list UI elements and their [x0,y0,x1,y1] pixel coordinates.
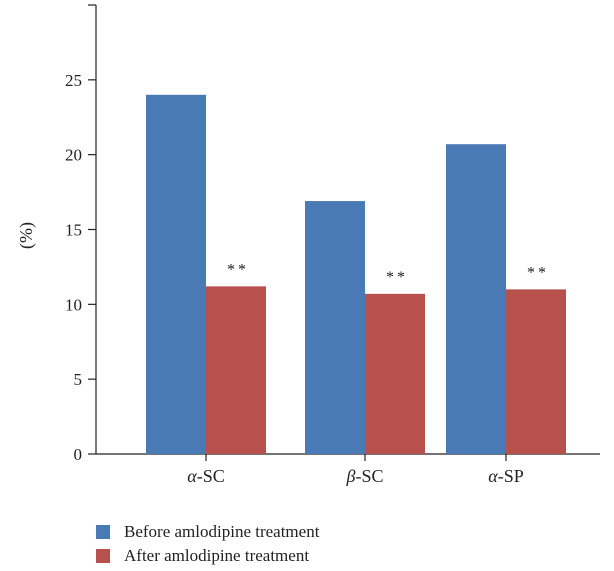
legend-swatch-before [96,525,110,539]
y-tick-label: 15 [65,221,82,240]
bar-before-alpha-sp [446,144,506,454]
labels: ** α-SC ** β-SC ** α-SP [187,261,549,486]
y-tick-label: 20 [65,146,82,165]
legend-swatch-after [96,549,110,563]
significance-marker: ** [227,261,249,278]
y-tick-label: 10 [65,295,82,314]
y-tick-label: 0 [74,445,83,464]
legend-item-before: Before amlodipine treatment [96,520,319,544]
x-tick-label-beta-sc: β-SC [346,466,384,486]
bar-before-alpha-sc [146,94,206,455]
legend-label-after: After amlodipine treatment [124,546,310,565]
significance-marker: ** [527,264,549,281]
bar-after-alpha-sp [506,289,566,454]
y-axis-label: (%) [16,222,37,249]
x-tick-label-alpha-sp: α-SP [488,466,523,486]
bar-before-beta-sc [305,201,365,454]
bar-chart: 0 5 10 15 20 25 (%) ** α-SC ** β-SC ** α-SP [16,4,600,486]
bar-after-beta-sc [365,293,425,454]
significance-marker: ** [386,269,408,286]
y-tick-label: 25 [65,71,82,90]
legend-item-after: After amlodipine treatment [96,544,319,568]
bar-after-alpha-sc [206,286,266,454]
bars [146,94,566,455]
legend-label-before: Before amlodipine treatment [124,522,320,541]
legend: Before amlodipine treatment After amlodi… [96,520,319,568]
x-tick-label-alpha-sc: α-SC [187,466,224,486]
y-tick-label: 5 [74,370,83,389]
